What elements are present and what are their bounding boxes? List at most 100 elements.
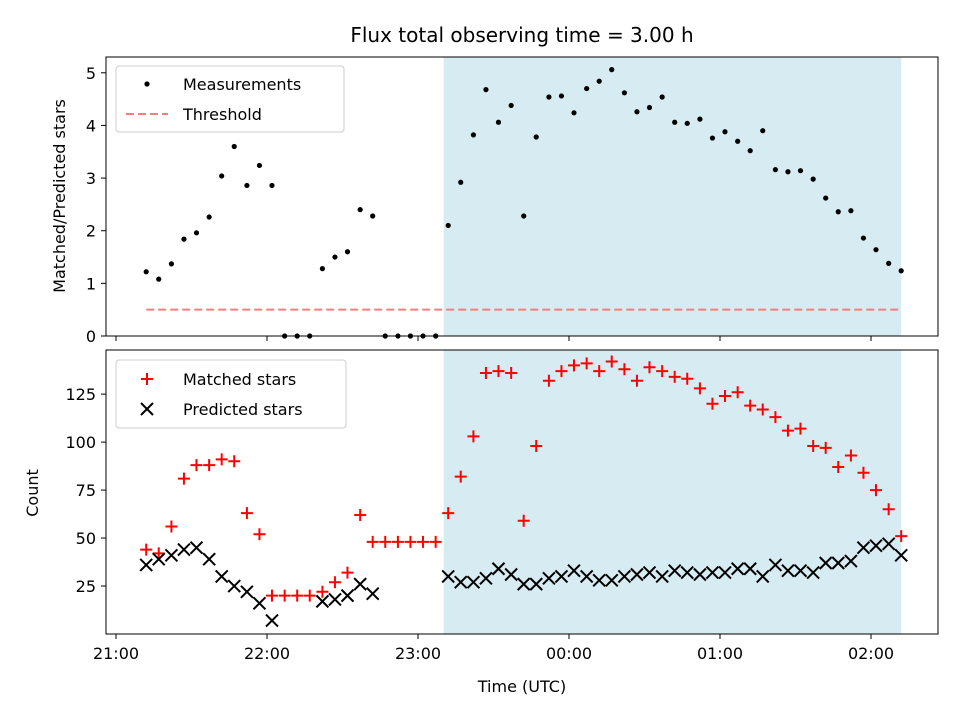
measurement-point [256, 162, 263, 169]
bottom-y-axis-label: Count [23, 469, 42, 517]
y-tick-label: 75 [76, 481, 96, 500]
y-tick-label: 1 [86, 274, 96, 293]
measurement-point [596, 78, 602, 84]
predicted-star-point [768, 558, 783, 572]
top-y-axis-label: Matched/Predicted stars [50, 99, 69, 293]
predicted-star-point [177, 542, 191, 557]
matched-star-point [882, 503, 895, 516]
measurement-point [558, 93, 565, 99]
predicted-star-point [718, 565, 732, 580]
matched-star-point [807, 439, 820, 452]
matched-star-point [278, 589, 291, 602]
matched-star-point [756, 403, 769, 416]
predicted-star-point [793, 563, 808, 578]
matched-star-point [656, 365, 669, 378]
predicted-star-point [491, 562, 506, 576]
matched-star-point [240, 507, 253, 520]
x-tick-label: 00:00 [546, 644, 592, 663]
predicted-star-point [579, 569, 594, 584]
matched-star-point [140, 543, 153, 556]
predicted-star-point [781, 563, 795, 578]
predicted-star-point [630, 567, 644, 582]
matched-star-point [580, 357, 593, 370]
predicted-star-point [315, 594, 330, 609]
matched-star-point [781, 424, 794, 437]
measurement-point [898, 268, 904, 274]
top-shaded-region [443, 57, 902, 336]
measurement-point [521, 213, 527, 219]
matched-star-point [832, 461, 845, 474]
y-tick-label: 3 [86, 169, 96, 188]
measurement-point [193, 230, 200, 236]
count-points [139, 355, 908, 628]
matched-star-point [567, 359, 580, 372]
measurement-point [445, 222, 451, 229]
legend-measurements-label: Measurements [183, 75, 301, 94]
y-tick-label: 2 [86, 222, 96, 241]
y-tick-label: 100 [65, 433, 96, 452]
matched-star-point [341, 566, 354, 579]
matched-star-point [681, 372, 694, 385]
measurement-point [823, 195, 829, 201]
matched-star-point [379, 535, 392, 548]
matched-star-point [895, 530, 908, 543]
matched-star-point [203, 459, 216, 472]
predicted-star-point [856, 540, 871, 555]
x-tick-label: 02:00 [848, 644, 894, 663]
predicted-star-point [441, 569, 455, 584]
measurement-point [370, 213, 376, 219]
measurement-point [143, 269, 149, 275]
measurement-point [709, 135, 716, 141]
bottom-panel: 25 50 75 100 125 21:00 22:00 23:00 00:00 01:00 02… [23, 349, 939, 696]
matched-star-point [303, 589, 316, 602]
matched-star-point [794, 422, 807, 435]
predicted-star-point [743, 562, 757, 576]
predicted-star-point [756, 569, 770, 584]
matched-star-point [366, 535, 379, 548]
matched-star-point [530, 439, 543, 452]
measurement-point [546, 94, 552, 100]
top-panel: 0 1 2 3 4 5 Matched/Predicted stars Measureme… [50, 56, 939, 346]
measurement-point [659, 94, 665, 100]
predicted-star-point [227, 579, 241, 593]
predicted-star-point [831, 556, 845, 570]
predicted-star-point [667, 563, 682, 578]
x-tick-label: 23:00 [395, 644, 441, 663]
bottom-shaded-region [443, 350, 902, 634]
x-axis-label: Time (UTC) [477, 677, 566, 696]
matched-star-point [429, 535, 442, 548]
predicted-star-point [202, 552, 216, 566]
matched-star-point [190, 459, 203, 472]
y-tick-label: 25 [76, 577, 96, 596]
predicted-star-point [881, 537, 896, 551]
legend-threshold-label: Threshold [182, 105, 262, 124]
measurement-point [483, 87, 489, 93]
measurement-point [344, 249, 351, 255]
measurement-point [835, 209, 841, 215]
measurement-point [646, 104, 653, 111]
matched-star-point [454, 470, 467, 483]
predicted-star-point [516, 577, 531, 591]
predicted-star-point [869, 539, 883, 553]
matched-star-point [442, 507, 455, 520]
matched-star-point [593, 365, 606, 378]
measurement-point [584, 85, 590, 92]
matched-star-point [215, 453, 228, 466]
matched-star-point [693, 382, 706, 395]
predicted-star-point [240, 585, 254, 599]
matched-star-point [404, 535, 417, 548]
matched-star-point [744, 399, 757, 412]
matched-star-point [819, 441, 832, 454]
y-tick-label: 50 [76, 529, 96, 548]
measurement-point [269, 182, 275, 189]
measurement-point [458, 179, 464, 185]
predicted-star-point [529, 577, 543, 591]
bottom-axes-frame [105, 349, 939, 635]
y-tick-label: 0 [86, 327, 96, 346]
legend-matched-marker [141, 373, 153, 385]
matched-star-point [643, 361, 656, 374]
matched-star-point [416, 535, 429, 548]
measurement-point [231, 143, 237, 150]
measurement-point [244, 182, 250, 189]
measurement-point [785, 169, 791, 175]
